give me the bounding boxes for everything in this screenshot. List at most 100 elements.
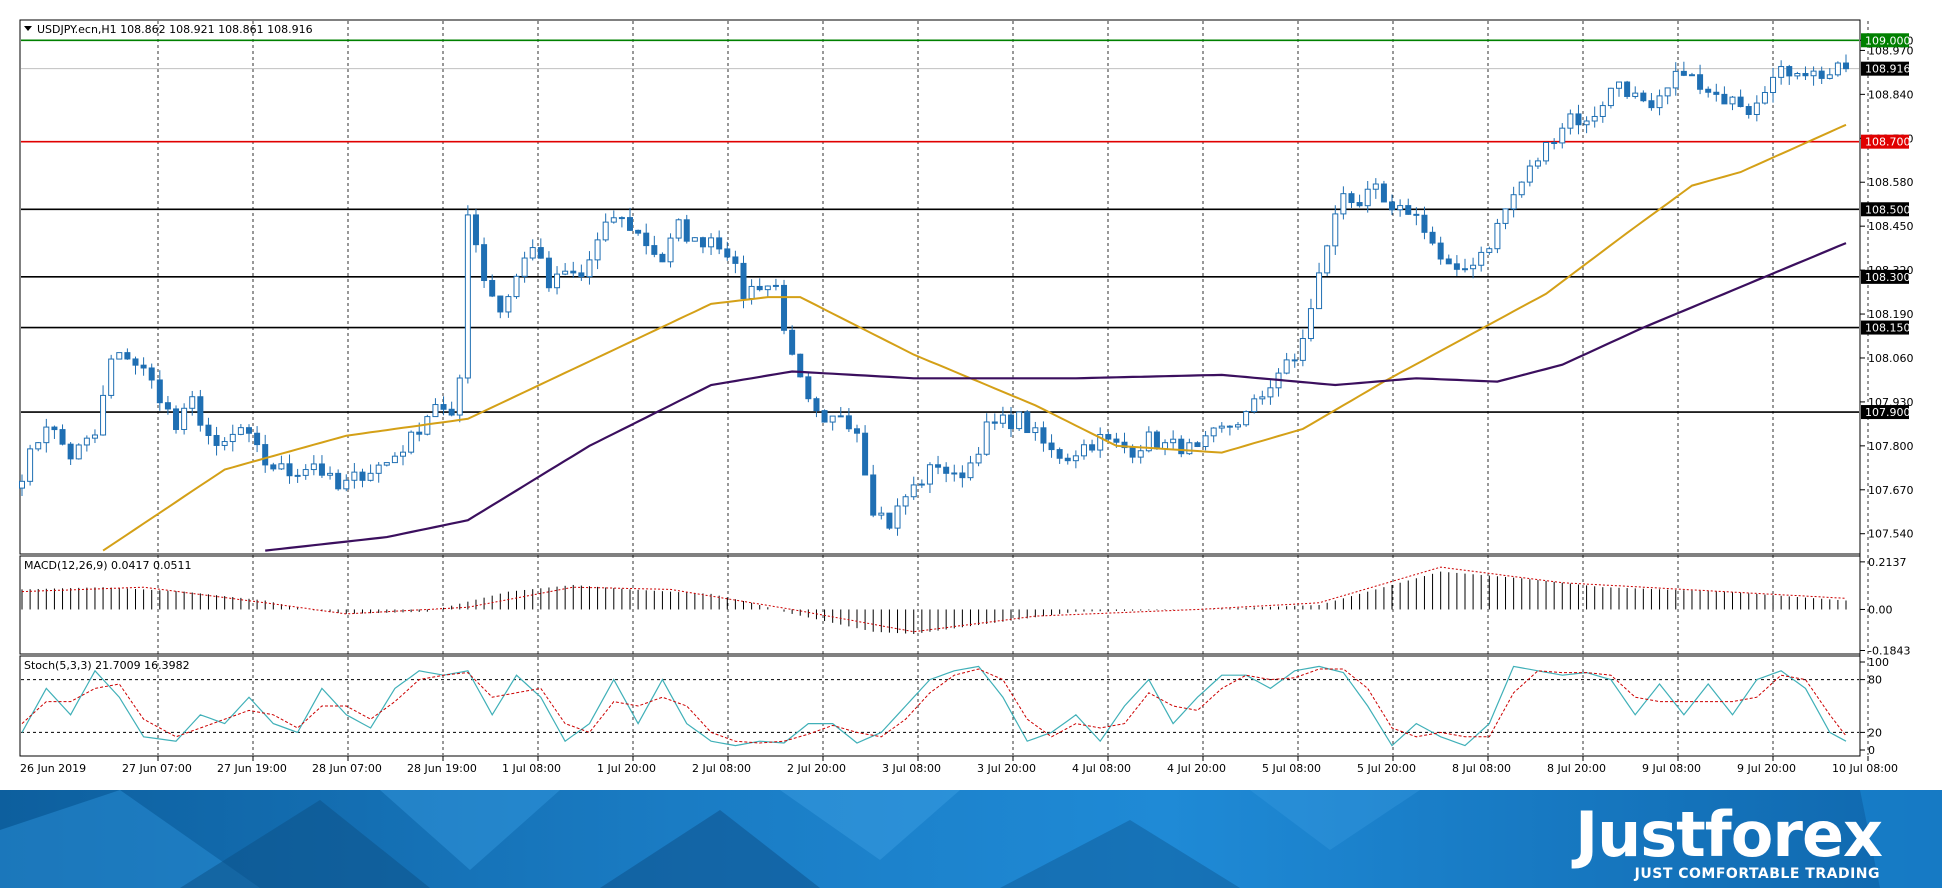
bull-candle — [708, 237, 715, 248]
time-tick-label: 1 Jul 08:00 — [502, 762, 561, 775]
bear-candle — [472, 214, 479, 246]
bull-candle — [675, 219, 682, 239]
bear-candle — [1348, 193, 1355, 204]
bull-candle — [237, 427, 244, 435]
bear-candle — [545, 257, 552, 289]
bull-candle — [351, 471, 358, 481]
bear-candle — [1048, 442, 1055, 451]
bull-candle — [554, 273, 561, 289]
bear-candle — [1153, 431, 1160, 450]
candles — [19, 54, 1849, 536]
bull-candle — [391, 455, 398, 464]
bull-candle — [667, 237, 674, 263]
bull-candle — [983, 421, 990, 455]
macd-signal-line — [21, 566, 1847, 633]
bear-candle — [1089, 444, 1096, 451]
horizontal-levels — [21, 39, 1859, 413]
bear-candle — [416, 431, 423, 435]
bull-candle — [1478, 251, 1485, 266]
bull-candle — [586, 259, 593, 278]
bull-candle — [1518, 181, 1525, 196]
stoch-tick-label: 100 — [1868, 656, 1889, 669]
bear-candle — [1056, 449, 1063, 459]
bull-candle — [302, 469, 309, 476]
bear-candle — [1040, 427, 1047, 444]
bull-candle — [772, 284, 779, 287]
bear-candle — [164, 402, 171, 410]
bear-candle — [1194, 442, 1201, 448]
bull-candle — [521, 257, 528, 277]
bear-candle — [732, 256, 739, 264]
bull-candle — [918, 483, 925, 486]
bear-candle — [1226, 425, 1233, 428]
time-tick-label: 27 Jun 07:00 — [122, 762, 192, 775]
bull-candle — [529, 247, 536, 259]
bull-candle — [594, 239, 601, 261]
bull-candle — [75, 444, 82, 460]
bear-candle — [245, 427, 252, 434]
bull-candle — [1794, 73, 1801, 77]
stoch-label: Stoch(5,3,3) 21.7009 16.3982 — [24, 659, 190, 672]
bear-candle — [489, 280, 496, 297]
bull-candle — [1340, 193, 1347, 215]
bear-candle — [1113, 438, 1120, 443]
bear-candle — [1697, 74, 1704, 90]
bull-candle — [181, 407, 188, 430]
bull-candle — [43, 426, 50, 444]
level-label-box — [1861, 269, 1909, 284]
bear-candle — [1445, 258, 1452, 265]
bear-candle — [1713, 91, 1720, 95]
time-tick-label: 27 Jun 19:00 — [217, 762, 287, 775]
bear-candle — [1437, 242, 1444, 260]
current-price-box — [1861, 61, 1909, 76]
time-tick-label: 26 Jun 2019 — [20, 762, 86, 775]
bull-candle — [1778, 66, 1785, 78]
bear-candle — [740, 262, 747, 299]
bull-candle — [1534, 160, 1541, 167]
bull-candle — [764, 285, 771, 291]
macd-panel-frame — [19, 555, 1861, 655]
bull-candle — [91, 434, 98, 439]
time-tick-label: 2 Jul 20:00 — [787, 762, 846, 775]
bear-candle — [699, 237, 706, 248]
bear-candle — [132, 358, 139, 366]
bear-candle — [440, 404, 447, 410]
bull-candle — [1251, 398, 1258, 413]
bear-candle — [781, 284, 788, 331]
price-tick-label: 108.450 — [1868, 220, 1914, 233]
price-tick-label: 108.580 — [1868, 176, 1914, 189]
bull-candle — [1470, 264, 1477, 270]
stoch-tick-label: 80 — [1868, 674, 1882, 687]
time-tick-label: 28 Jun 07:00 — [312, 762, 382, 775]
bull-candle — [383, 462, 390, 466]
bull-candle — [116, 352, 123, 360]
moving-averages — [102, 123, 1847, 552]
bear-candle — [1802, 73, 1809, 77]
bear-candle — [635, 229, 642, 234]
symbol-dropdown-icon[interactable] — [24, 26, 32, 31]
bear-candle — [1178, 438, 1185, 455]
price-tick-label: 108.190 — [1868, 308, 1914, 321]
bull-candle — [1583, 120, 1590, 126]
stochastic-panel: 100 80 20 0 — [21, 656, 1889, 757]
bull-candle — [100, 394, 107, 436]
bull-candle — [1072, 455, 1079, 462]
macd-tick-label: 0.00 — [1868, 603, 1893, 616]
bear-candle — [870, 474, 877, 516]
bull-candle — [1218, 425, 1225, 429]
bear-candle — [51, 426, 58, 431]
bull-candle — [505, 296, 512, 313]
bear-candle — [205, 424, 212, 436]
bull-candle — [748, 285, 755, 299]
bear-candle — [1551, 142, 1558, 145]
bear-candle — [1818, 70, 1825, 79]
bull-candle — [464, 214, 471, 379]
bull-candle — [975, 453, 982, 464]
bull-candle — [343, 479, 350, 490]
macd-tick-label: 0.2137 — [1868, 556, 1907, 569]
ma-slow-line — [265, 242, 1847, 552]
bear-candle — [845, 415, 852, 430]
bear-candle — [1575, 113, 1582, 126]
bear-candle — [1705, 88, 1712, 93]
bull-candle — [1137, 450, 1144, 458]
